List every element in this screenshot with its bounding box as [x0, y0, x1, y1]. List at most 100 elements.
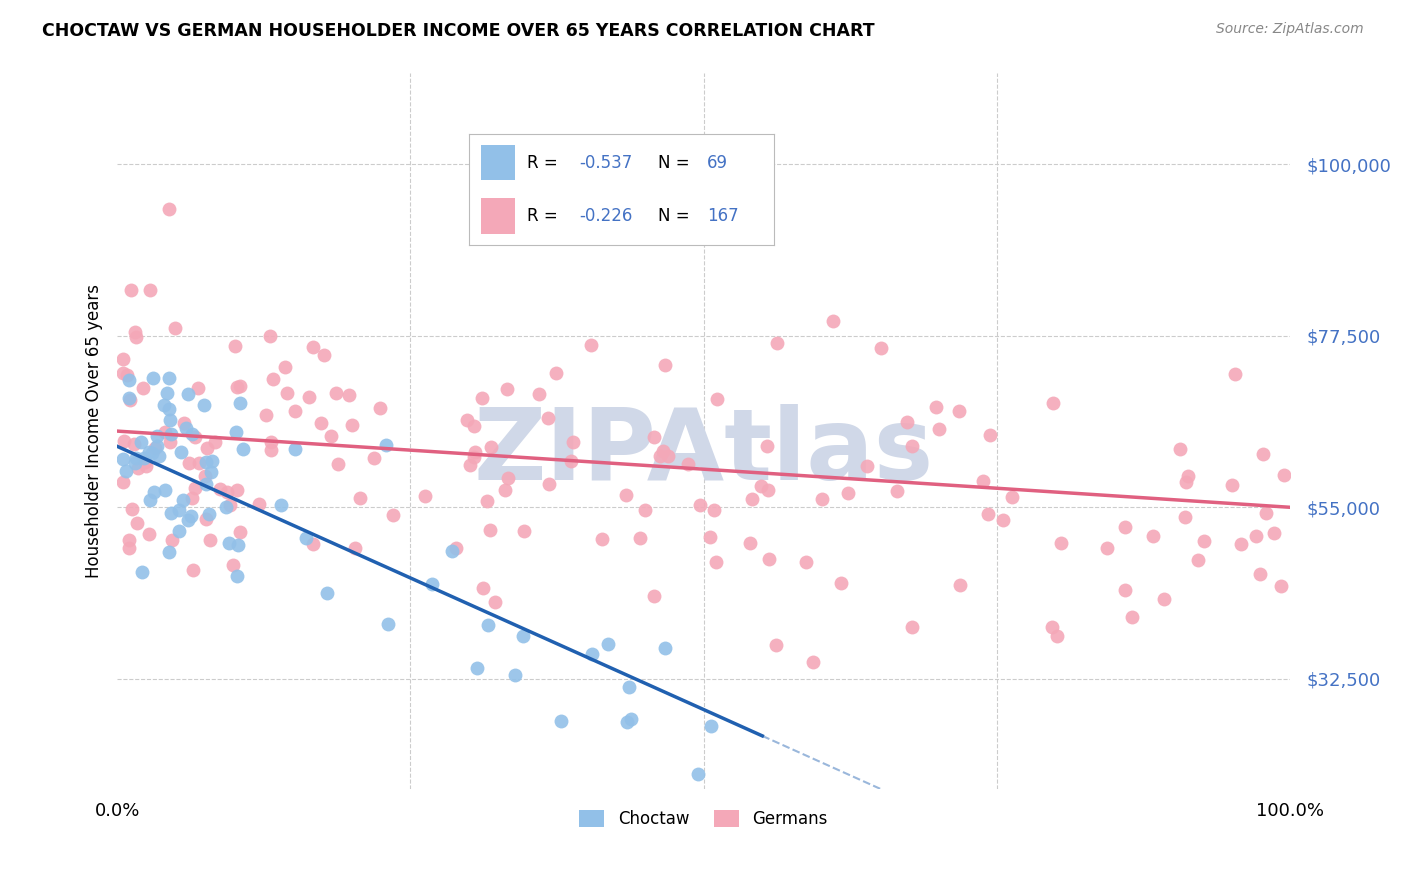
Point [194, 454, 217, 468]
Point [706, 392, 728, 406]
Point [628, 531, 651, 545]
Point [118, 391, 141, 405]
Point [901, 439, 924, 453]
Point [159, 435, 181, 450]
Point [153, 425, 176, 439]
Point [177, 456, 200, 470]
Point [1174, 509, 1197, 524]
Point [226, 380, 249, 394]
Point [301, 537, 323, 551]
Point [471, 391, 494, 405]
Point [160, 533, 183, 547]
Point [979, 428, 1001, 442]
Point [738, 536, 761, 550]
Point [157, 202, 180, 216]
Point [756, 483, 779, 498]
Point [226, 569, 249, 583]
Point [1042, 396, 1064, 410]
Point [134, 454, 156, 468]
Point [224, 339, 246, 353]
Point [382, 508, 405, 522]
Point [112, 475, 135, 489]
Point [156, 385, 179, 400]
Point [993, 513, 1015, 527]
Point [125, 451, 148, 466]
Point [837, 486, 859, 500]
Point [614, 488, 637, 502]
Point [495, 382, 517, 396]
Point [219, 498, 242, 512]
Point [896, 415, 918, 429]
Point [159, 413, 181, 427]
Point [226, 538, 249, 552]
Point [138, 527, 160, 541]
Point [120, 283, 142, 297]
Point [167, 524, 190, 539]
Point [195, 441, 218, 455]
Point [496, 471, 519, 485]
Point [830, 576, 852, 591]
Point [127, 460, 149, 475]
Point [157, 401, 180, 416]
Point [276, 386, 298, 401]
Point [274, 359, 297, 374]
Point [494, 483, 516, 498]
Point [1142, 529, 1164, 543]
Point [479, 440, 502, 454]
Point [1256, 506, 1278, 520]
Point [160, 426, 183, 441]
Point [194, 469, 217, 483]
Point [229, 396, 252, 410]
Point [260, 443, 283, 458]
Point [1153, 591, 1175, 606]
Point [145, 439, 167, 453]
Point [928, 422, 950, 436]
Y-axis label: Householder Income Over 65 years: Householder Income Over 65 years [86, 284, 103, 578]
Point [652, 443, 675, 458]
Point [948, 404, 970, 418]
Text: CHOCTAW VS GERMAN HOUSEHOLDER INCOME OVER 65 YEARS CORRELATION CHART: CHOCTAW VS GERMAN HOUSEHOLDER INCOME OVE… [42, 22, 875, 40]
Point [420, 577, 443, 591]
Point [544, 367, 567, 381]
Point [118, 374, 141, 388]
Point [458, 458, 481, 472]
Point [180, 491, 202, 506]
Point [363, 450, 385, 465]
Point [1050, 536, 1073, 550]
Point [145, 429, 167, 443]
Point [112, 451, 135, 466]
Point [340, 418, 363, 433]
Point [232, 442, 254, 456]
Text: ZIPAtlas: ZIPAtlas [474, 404, 934, 501]
Point [131, 565, 153, 579]
Point [177, 513, 200, 527]
Point [295, 531, 318, 545]
Point [440, 543, 463, 558]
Point [1114, 519, 1136, 533]
Point [374, 437, 396, 451]
Point [527, 386, 550, 401]
Point [204, 435, 226, 450]
Point [741, 491, 763, 506]
Point [180, 508, 202, 523]
Point [562, 434, 585, 449]
Point [654, 641, 676, 656]
Point [536, 410, 558, 425]
Point [229, 524, 252, 539]
Point [811, 492, 834, 507]
Point [229, 379, 252, 393]
Point [284, 404, 307, 418]
Point [153, 398, 176, 412]
Point [972, 474, 994, 488]
Point [465, 661, 488, 675]
Point [856, 459, 879, 474]
Point [1249, 566, 1271, 581]
Text: Source: ZipAtlas.com: Source: ZipAtlas.com [1216, 22, 1364, 37]
Point [254, 408, 277, 422]
Point [616, 715, 638, 730]
Point [124, 325, 146, 339]
Point [284, 442, 307, 457]
Point [218, 536, 240, 550]
Point [1253, 447, 1275, 461]
Point [118, 533, 141, 547]
